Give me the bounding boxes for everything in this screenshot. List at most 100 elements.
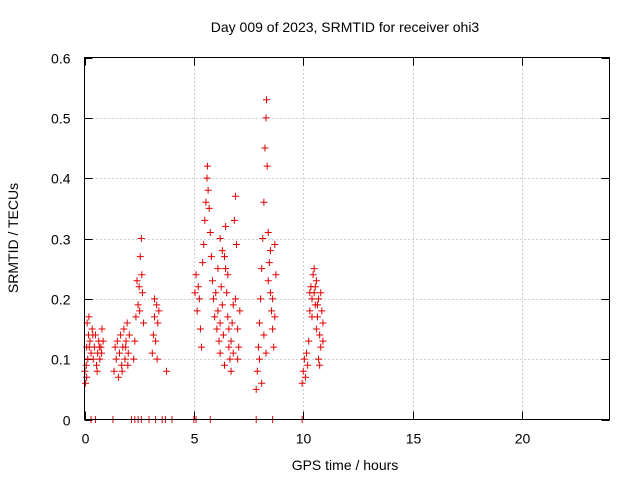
data-point — [218, 301, 226, 309]
data-point — [136, 253, 144, 261]
data-point — [221, 361, 228, 369]
data-point — [163, 367, 171, 375]
data-point — [218, 247, 226, 255]
data-point — [153, 355, 161, 363]
data-point — [88, 325, 96, 333]
data-point — [215, 337, 223, 345]
data-point — [203, 162, 211, 170]
data-point — [219, 331, 227, 339]
y-tick-label: 0.2 — [51, 292, 71, 308]
data-point — [253, 367, 261, 375]
data-point — [221, 253, 228, 261]
data-point — [308, 295, 316, 303]
data-point — [224, 313, 232, 321]
data-point — [306, 307, 314, 315]
data-point — [229, 301, 237, 309]
data-point — [299, 367, 307, 375]
data-point — [154, 319, 162, 327]
data-point — [193, 307, 201, 315]
data-point — [204, 186, 212, 194]
data-point — [222, 222, 230, 230]
data-point — [214, 307, 222, 315]
data-point — [82, 361, 90, 369]
data-point — [260, 331, 268, 339]
data-point — [300, 355, 308, 363]
data-point — [211, 313, 219, 321]
data-point — [114, 373, 122, 381]
data-point — [86, 337, 94, 345]
data-point — [98, 325, 106, 333]
data-point — [148, 349, 156, 357]
data-point — [309, 271, 317, 279]
data-point — [121, 355, 129, 363]
data-point — [266, 247, 274, 255]
data-point — [256, 355, 263, 363]
data-point — [305, 337, 313, 345]
data-point — [231, 295, 239, 303]
data-point — [319, 337, 327, 345]
data-points — [81, 96, 327, 423]
data-point — [140, 319, 148, 327]
data-point — [151, 295, 158, 303]
data-point — [116, 349, 123, 357]
data-point — [262, 349, 270, 357]
data-point — [200, 241, 208, 249]
data-point — [254, 343, 262, 351]
data-point — [315, 295, 323, 303]
data-point — [153, 301, 161, 309]
data-point — [152, 337, 160, 345]
data-point — [268, 307, 276, 315]
data-point — [264, 228, 272, 236]
data-point — [206, 228, 214, 236]
data-point — [313, 301, 321, 309]
data-point — [271, 241, 279, 249]
data-point — [138, 271, 146, 279]
data-point — [214, 265, 222, 273]
data-point — [264, 277, 272, 285]
data-point — [233, 241, 241, 249]
data-point — [134, 301, 142, 309]
data-point — [196, 325, 204, 333]
data-point — [124, 349, 132, 357]
y-tick-label: 0.5 — [51, 111, 71, 127]
data-point — [85, 313, 93, 321]
data-point — [230, 216, 238, 224]
data-point — [98, 349, 106, 357]
x-tick-label: 10 — [296, 431, 312, 447]
data-point — [138, 289, 146, 297]
data-point — [194, 283, 202, 291]
data-point — [149, 331, 157, 339]
y-tick-label: 0.4 — [51, 171, 71, 187]
y-tick-label: 0.3 — [51, 232, 71, 248]
axis-ticks — [84, 57, 610, 421]
data-point — [82, 379, 90, 387]
data-point — [317, 289, 325, 297]
data-point — [258, 379, 266, 387]
data-point — [260, 198, 268, 206]
data-point — [93, 367, 101, 375]
data-point — [217, 283, 225, 291]
y-axis-label: SRMTID / TECUs — [5, 183, 21, 293]
data-point — [263, 162, 271, 170]
data-point — [223, 289, 231, 297]
data-point — [252, 385, 260, 393]
data-point — [130, 355, 138, 363]
data-point — [195, 295, 203, 303]
data-point — [226, 355, 234, 363]
data-point — [151, 313, 158, 321]
data-point — [318, 307, 326, 315]
data-point — [111, 343, 119, 351]
data-point — [155, 307, 163, 315]
data-point — [137, 235, 145, 242]
data-point — [225, 325, 233, 333]
data-point — [192, 271, 200, 279]
y-tick-label: 0 — [63, 413, 71, 429]
data-point — [131, 337, 139, 345]
data-point — [89, 331, 97, 339]
data-point — [257, 295, 265, 303]
data-point — [263, 96, 270, 104]
data-point — [117, 331, 125, 339]
chart-title: Day 009 of 2023, SRMTID for receiver ohi… — [211, 19, 480, 35]
data-point — [198, 343, 206, 351]
